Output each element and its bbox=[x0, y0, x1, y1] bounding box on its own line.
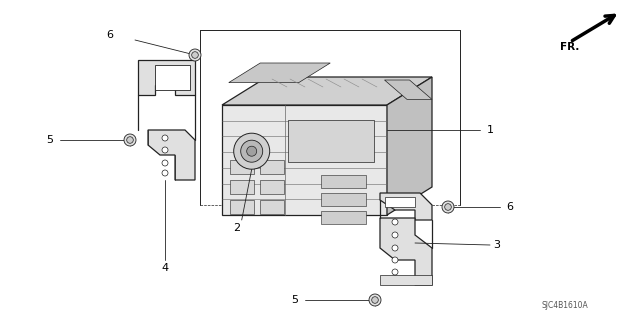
Polygon shape bbox=[321, 193, 366, 206]
Circle shape bbox=[442, 201, 454, 213]
Text: 5: 5 bbox=[47, 135, 54, 145]
Polygon shape bbox=[138, 60, 195, 95]
Polygon shape bbox=[230, 200, 254, 214]
Circle shape bbox=[189, 49, 201, 61]
Polygon shape bbox=[288, 120, 374, 162]
Circle shape bbox=[162, 147, 168, 153]
Polygon shape bbox=[222, 105, 387, 215]
Polygon shape bbox=[380, 218, 432, 285]
Polygon shape bbox=[155, 65, 190, 90]
Circle shape bbox=[392, 269, 398, 275]
Polygon shape bbox=[148, 130, 195, 180]
Polygon shape bbox=[385, 197, 415, 207]
Text: 4: 4 bbox=[161, 263, 168, 273]
Circle shape bbox=[445, 204, 451, 210]
Text: 2: 2 bbox=[233, 223, 240, 233]
Circle shape bbox=[234, 133, 269, 169]
Circle shape bbox=[192, 52, 198, 58]
Circle shape bbox=[241, 140, 262, 162]
Text: 3: 3 bbox=[493, 240, 500, 250]
Circle shape bbox=[127, 137, 133, 143]
Text: 1: 1 bbox=[486, 125, 493, 135]
Circle shape bbox=[392, 245, 398, 251]
Circle shape bbox=[369, 294, 381, 306]
Circle shape bbox=[246, 146, 257, 156]
Polygon shape bbox=[260, 160, 284, 174]
Polygon shape bbox=[230, 180, 254, 194]
Polygon shape bbox=[260, 180, 284, 194]
Text: 6: 6 bbox=[106, 30, 113, 40]
Polygon shape bbox=[222, 77, 432, 105]
Circle shape bbox=[392, 257, 398, 263]
Circle shape bbox=[124, 134, 136, 146]
Circle shape bbox=[372, 297, 378, 303]
Circle shape bbox=[392, 219, 398, 225]
Polygon shape bbox=[260, 200, 284, 214]
Polygon shape bbox=[230, 160, 254, 174]
Text: SJC4B1610A: SJC4B1610A bbox=[541, 300, 588, 309]
Polygon shape bbox=[385, 80, 432, 100]
Text: 5: 5 bbox=[291, 295, 298, 305]
Circle shape bbox=[162, 135, 168, 141]
Circle shape bbox=[392, 232, 398, 238]
Circle shape bbox=[162, 170, 168, 176]
Text: FR.: FR. bbox=[560, 42, 579, 52]
Polygon shape bbox=[321, 211, 366, 224]
Circle shape bbox=[162, 160, 168, 166]
Polygon shape bbox=[321, 175, 366, 188]
Polygon shape bbox=[380, 275, 432, 285]
Polygon shape bbox=[380, 193, 432, 220]
Text: 6: 6 bbox=[506, 202, 513, 212]
Polygon shape bbox=[387, 77, 432, 215]
Polygon shape bbox=[228, 63, 330, 83]
